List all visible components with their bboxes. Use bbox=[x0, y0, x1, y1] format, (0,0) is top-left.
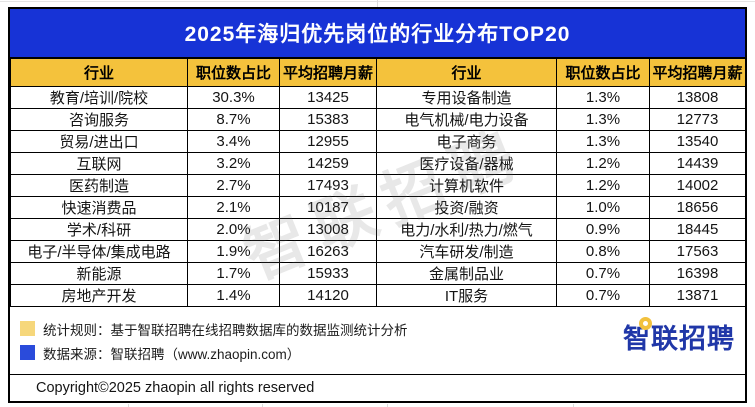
salary-cell: 17493 bbox=[279, 173, 377, 197]
table-row: 医药制造 2.7% 17493 计算机软件 1.2% 14002 bbox=[10, 173, 746, 197]
share-cell: 1.4% bbox=[187, 283, 280, 307]
share-cell: 8.7% bbox=[187, 107, 280, 131]
title-bar: 2025年海归优先岗位的行业分布TOP20 bbox=[10, 9, 745, 57]
margin-gridline-vertical bbox=[377, 0, 378, 7]
column-header-salary-left: 平均招聘月薪 bbox=[279, 57, 377, 87]
column-header-share-right: 职位数占比 bbox=[556, 57, 650, 87]
column-header-salary-right: 平均招聘月薪 bbox=[649, 57, 746, 87]
data-source-text: 数据来源：智联招聘（www.zhaopin.com） bbox=[43, 346, 301, 362]
salary-cell: 16263 bbox=[279, 239, 377, 263]
industry-table: 行业 职位数占比 平均招聘月薪 行业 职位数占比 平均招聘月薪 教育/培训/院校… bbox=[10, 57, 746, 307]
table-row: 学术/科研 2.0% 13008 电力/水利/热力/燃气 0.9% 18445 bbox=[10, 217, 746, 241]
industry-cell: 新能源 bbox=[10, 261, 188, 285]
salary-cell: 13425 bbox=[279, 85, 377, 109]
industry-cell: 教育/培训/院校 bbox=[10, 85, 188, 109]
table-row: 贸易/进出口 3.4% 12955 电子商务 1.3% 13540 bbox=[10, 129, 746, 153]
salary-cell: 16398 bbox=[649, 261, 746, 285]
share-cell: 3.4% bbox=[187, 129, 280, 153]
margin-gridline-vertical bbox=[262, 404, 263, 407]
salary-cell: 18445 bbox=[649, 217, 746, 241]
share-cell: 1.0% bbox=[556, 195, 650, 219]
zhaopin-logo: 智联招聘 bbox=[623, 316, 735, 356]
industry-cell: 电力/水利/热力/燃气 bbox=[376, 217, 557, 241]
footer: 统计规则：基于智联招聘在线招聘数据库的数据监测统计分析 数据来源：智联招聘（ww… bbox=[10, 306, 745, 374]
salary-cell: 14002 bbox=[649, 173, 746, 197]
share-cell: 1.3% bbox=[556, 85, 650, 109]
table-row: 房地产开发 1.4% 14120 IT服务 0.7% 13871 bbox=[10, 283, 746, 307]
share-cell: 1.2% bbox=[556, 151, 650, 175]
header-row: 行业 职位数占比 平均招聘月薪 行业 职位数占比 平均招聘月薪 bbox=[10, 57, 746, 87]
salary-cell: 10187 bbox=[279, 195, 377, 219]
share-cell: 30.3% bbox=[187, 85, 280, 109]
table-row: 咨询服务 8.7% 15383 电气机械/电力设备 1.3% 12773 bbox=[10, 107, 746, 131]
industry-cell: 互联网 bbox=[10, 151, 188, 175]
divider-line bbox=[10, 374, 745, 375]
logo-dot-icon bbox=[639, 316, 652, 330]
industry-cell: 投资/融资 bbox=[376, 195, 557, 219]
industry-cell: 快速消费品 bbox=[10, 195, 188, 219]
salary-cell: 15933 bbox=[279, 261, 377, 285]
legend-swatch-blue bbox=[20, 344, 35, 360]
share-cell: 0.8% bbox=[556, 239, 650, 263]
table-row: 互联网 3.2% 14259 医疗设备/器械 1.2% 14439 bbox=[10, 151, 746, 175]
industry-cell: 电子商务 bbox=[376, 129, 557, 153]
share-cell: 3.2% bbox=[187, 151, 280, 175]
share-cell: 2.7% bbox=[187, 173, 280, 197]
share-cell: 2.1% bbox=[187, 195, 280, 219]
share-cell: 1.3% bbox=[556, 129, 650, 153]
share-cell: 1.9% bbox=[187, 239, 280, 263]
table-row: 新能源 1.7% 15933 金属制品业 0.7% 16398 bbox=[10, 261, 746, 285]
salary-cell: 12955 bbox=[279, 129, 377, 153]
copyright-row: Copyright©2025 zhaopin all rights reserv… bbox=[10, 375, 745, 401]
industry-cell: 贸易/进出口 bbox=[10, 129, 188, 153]
industry-cell: 医疗设备/器械 bbox=[376, 151, 557, 175]
industry-cell: 房地产开发 bbox=[10, 283, 188, 307]
table-row: 快速消费品 2.1% 10187 投资/融资 1.0% 18656 bbox=[10, 195, 746, 219]
salary-cell: 13008 bbox=[279, 217, 377, 241]
table-row: 教育/培训/院校 30.3% 13425 专用设备制造 1.3% 13808 bbox=[10, 85, 746, 109]
salary-cell: 14120 bbox=[279, 283, 377, 307]
share-cell: 0.7% bbox=[556, 261, 650, 285]
industry-cell: 医药制造 bbox=[10, 173, 188, 197]
table-row: 电子/半导体/集成电路 1.9% 16263 汽车研发/制造 0.8% 1756… bbox=[10, 239, 746, 263]
salary-cell: 13808 bbox=[649, 85, 746, 109]
industry-cell: 电气机械/电力设备 bbox=[376, 107, 557, 131]
salary-cell: 17563 bbox=[649, 239, 746, 263]
salary-cell: 18656 bbox=[649, 195, 746, 219]
industry-cell: 学术/科研 bbox=[10, 217, 188, 241]
copyright-text: Copyright©2025 zhaopin all rights reserv… bbox=[36, 380, 315, 396]
industry-cell: 汽车研发/制造 bbox=[376, 239, 557, 263]
salary-cell: 13871 bbox=[649, 283, 746, 307]
logo-text: 智联招聘 bbox=[623, 323, 735, 354]
salary-cell: 15383 bbox=[279, 107, 377, 131]
salary-cell: 14259 bbox=[279, 151, 377, 175]
industry-cell: 金属制品业 bbox=[376, 261, 557, 285]
share-cell: 0.9% bbox=[556, 217, 650, 241]
stat-rule-text: 统计规则：基于智联招聘在线招聘数据库的数据监测统计分析 bbox=[43, 322, 408, 338]
margin-gridline-vertical bbox=[387, 404, 388, 407]
share-cell: 1.2% bbox=[556, 173, 650, 197]
column-header-industry-left: 行业 bbox=[10, 57, 188, 87]
infographic-card: 2025年海归优先岗位的行业分布TOP20 行业 职位数占比 平均招聘月薪 行业… bbox=[8, 7, 747, 403]
share-cell: 1.3% bbox=[556, 107, 650, 131]
industry-cell: 计算机软件 bbox=[376, 173, 557, 197]
industry-cell: IT服务 bbox=[376, 283, 557, 307]
salary-cell: 14439 bbox=[649, 151, 746, 175]
industry-cell: 电子/半导体/集成电路 bbox=[10, 239, 188, 263]
industry-cell: 专用设备制造 bbox=[376, 85, 557, 109]
industry-cell: 咨询服务 bbox=[10, 107, 188, 131]
column-header-share-left: 职位数占比 bbox=[187, 57, 280, 87]
margin-gridline-vertical bbox=[128, 404, 129, 407]
salary-cell: 12773 bbox=[649, 107, 746, 131]
share-cell: 1.7% bbox=[187, 261, 280, 285]
share-cell: 0.7% bbox=[556, 283, 650, 307]
legend-swatch-yellow bbox=[20, 320, 35, 336]
salary-cell: 13540 bbox=[649, 129, 746, 153]
margin-gridline-vertical bbox=[573, 404, 574, 407]
share-cell: 2.0% bbox=[187, 217, 280, 241]
page-title: 2025年海归优先岗位的行业分布TOP20 bbox=[184, 23, 571, 46]
column-header-industry-right: 行业 bbox=[376, 57, 557, 87]
